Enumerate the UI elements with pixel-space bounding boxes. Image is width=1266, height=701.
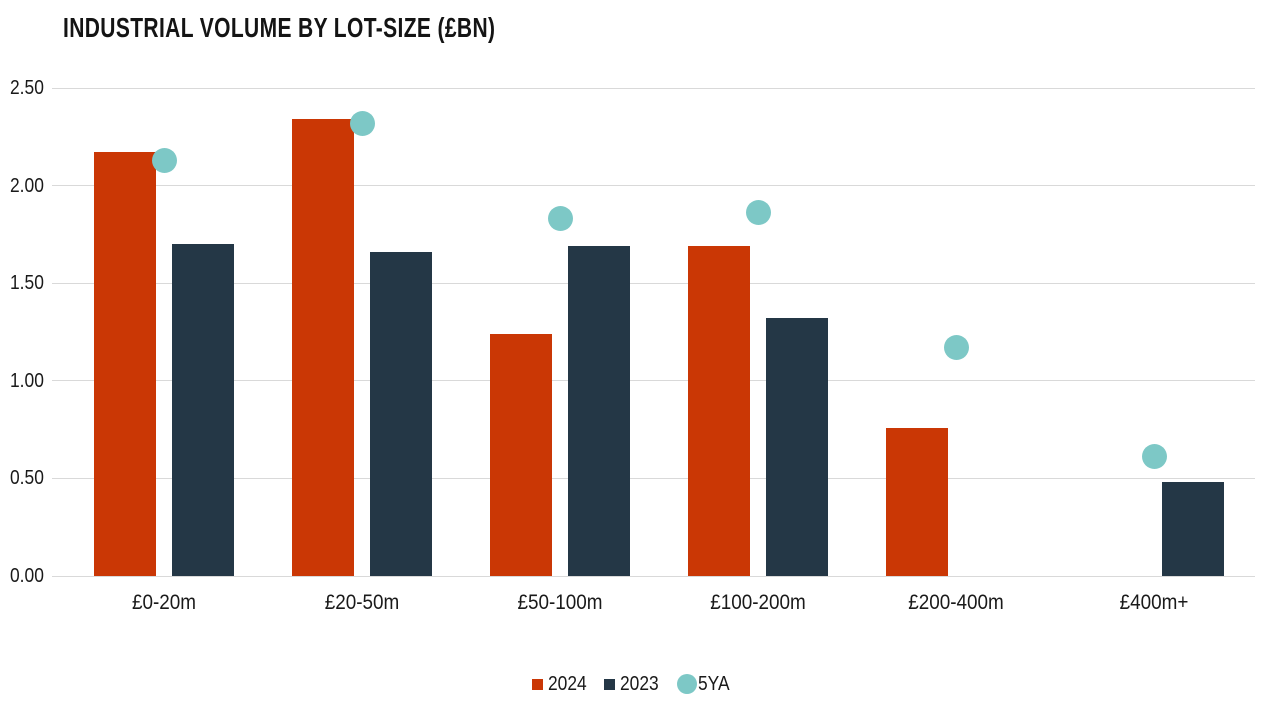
- bar-2024: [688, 246, 750, 576]
- bar-2023: [370, 251, 432, 576]
- legend-swatch-2023-square: [604, 678, 616, 690]
- y-axis-tick-label: 1.00: [10, 369, 44, 392]
- legend-swatch-2024-square: [531, 678, 543, 690]
- y-axis-tick-label: 2.50: [10, 77, 44, 99]
- y-axis-tick-label: 2.00: [10, 174, 44, 197]
- bar-2024: [94, 152, 156, 576]
- x-axis-tick-label: £20-50m: [324, 591, 400, 614]
- dot-5YA: [547, 206, 573, 232]
- bar-2023: [766, 318, 828, 576]
- dot-5YA: [1141, 444, 1167, 470]
- bar-2023: [568, 246, 630, 576]
- gridline: [52, 87, 1255, 89]
- bar-2023: [1162, 482, 1224, 576]
- legend-label-5ya: 5YA: [697, 672, 730, 695]
- bar-2024: [490, 333, 552, 576]
- legend-item-2024: 2024: [531, 672, 593, 696]
- bar-2024: [292, 119, 354, 576]
- y-axis-tick-label: 0.00: [10, 565, 44, 587]
- x-axis-tick-label: £400m+: [1119, 591, 1189, 614]
- legend-label-2024: 2024: [547, 672, 587, 695]
- legend-swatch-5ya-circle: [676, 674, 697, 694]
- dot-5YA: [745, 200, 771, 226]
- gridline: [52, 282, 1255, 284]
- plot-area: 2.50 2.00 1.50 1.00 0.50 0.00 £0-20m £20-50m £50…: [10, 77, 1255, 614]
- y-axis-tick-label: 1.50: [10, 272, 44, 295]
- bar-2023: [172, 244, 234, 576]
- y-axis-tick-label: 0.50: [10, 467, 44, 490]
- legend-item-2023: 2023: [604, 673, 665, 696]
- dot-5YA: [943, 335, 969, 361]
- x-axis-tick-label: £100-200m: [710, 591, 806, 614]
- bar-2024: [886, 427, 948, 576]
- gridline: [52, 380, 1255, 382]
- gridline: [52, 477, 1255, 479]
- legend-label-2023: 2023: [620, 672, 660, 695]
- dot-5YA: [349, 110, 375, 136]
- legend: 2024 2023 5YA: [0, 672, 1266, 696]
- gridline: [52, 185, 1255, 187]
- dot-5YA: [151, 147, 177, 173]
- x-axis-tick-label: £200-400m: [908, 591, 1004, 614]
- x-axis-tick-label: £0-20m: [131, 591, 197, 614]
- chart-title: INDUSTRIAL VOLUME BY LOT-SIZE (£BN): [63, 12, 496, 43]
- x-axis-tick-label: £50-100m: [517, 591, 603, 614]
- gridline: [52, 575, 1255, 577]
- legend-item-5ya: 5YA: [676, 672, 734, 696]
